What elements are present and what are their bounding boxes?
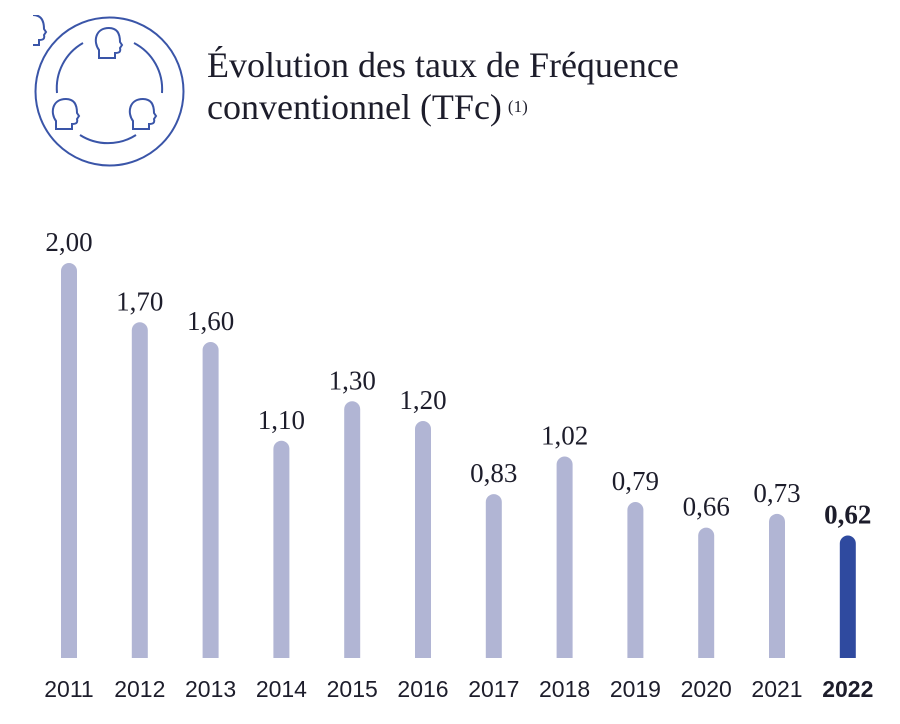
bar-2020 bbox=[698, 527, 715, 666]
value-label-2021: 0,73 bbox=[753, 478, 800, 508]
value-label-2014: 1,10 bbox=[258, 405, 305, 435]
value-label-2013: 1,60 bbox=[187, 306, 234, 336]
value-label-2016: 1,20 bbox=[399, 385, 446, 415]
year-label-2015: 2015 bbox=[327, 676, 378, 702]
bar-2017 bbox=[485, 494, 502, 666]
year-label-2021: 2021 bbox=[751, 676, 802, 702]
bar-base-mask bbox=[272, 658, 291, 668]
value-label-2020: 0,66 bbox=[683, 492, 730, 522]
value-label-2018: 1,02 bbox=[541, 421, 588, 451]
value-label-2015: 1,30 bbox=[329, 365, 376, 395]
bar-base-mask bbox=[343, 658, 362, 668]
bar-base-mask bbox=[130, 658, 149, 668]
year-label-2014: 2014 bbox=[256, 676, 307, 702]
bar-base-mask bbox=[697, 658, 716, 668]
people-circle-icon bbox=[33, 15, 185, 167]
bar-base-mask bbox=[484, 658, 503, 668]
bar-base-mask bbox=[768, 658, 786, 668]
bar-2021 bbox=[769, 513, 785, 666]
bar-2016 bbox=[415, 421, 431, 666]
bar-base-mask bbox=[555, 658, 574, 668]
bar-2014 bbox=[273, 440, 290, 666]
year-label-2016: 2016 bbox=[397, 676, 448, 702]
bar-base-mask bbox=[626, 658, 645, 668]
bar-2019 bbox=[627, 501, 644, 666]
title-line-2: conventionnel (TFc) bbox=[207, 87, 502, 127]
year-label-2022: 2022 bbox=[822, 676, 873, 702]
bar-base-mask bbox=[414, 658, 432, 668]
value-label-2017: 0,83 bbox=[470, 458, 517, 488]
year-label-2013: 2013 bbox=[185, 676, 236, 702]
year-label-2017: 2017 bbox=[468, 676, 519, 702]
year-label-2011: 2011 bbox=[44, 676, 93, 702]
year-label-2020: 2020 bbox=[681, 676, 732, 702]
bar-2018 bbox=[556, 456, 573, 666]
bar-2022 bbox=[839, 535, 856, 666]
year-label-2012: 2012 bbox=[114, 676, 165, 702]
value-label-2022: 0,62 bbox=[824, 500, 871, 530]
bar-base-mask bbox=[838, 658, 857, 668]
year-label-2018: 2018 bbox=[539, 676, 590, 702]
bar-2013 bbox=[202, 342, 219, 666]
chart-title: Évolution des taux de Fréquence conventi… bbox=[207, 44, 679, 128]
bar-2012 bbox=[131, 322, 148, 666]
title-footnote: (1) bbox=[507, 97, 528, 116]
title-line-1: Évolution des taux de Fréquence bbox=[207, 45, 679, 85]
value-label-2011: 2,00 bbox=[45, 227, 92, 257]
bar-base-mask bbox=[60, 658, 78, 668]
year-label-2019: 2019 bbox=[610, 676, 661, 702]
bar-2011 bbox=[61, 263, 77, 666]
bar-base-mask bbox=[201, 658, 220, 668]
bar-2015 bbox=[344, 401, 361, 666]
value-label-2012: 1,70 bbox=[116, 286, 163, 316]
value-label-2019: 0,79 bbox=[612, 466, 659, 496]
